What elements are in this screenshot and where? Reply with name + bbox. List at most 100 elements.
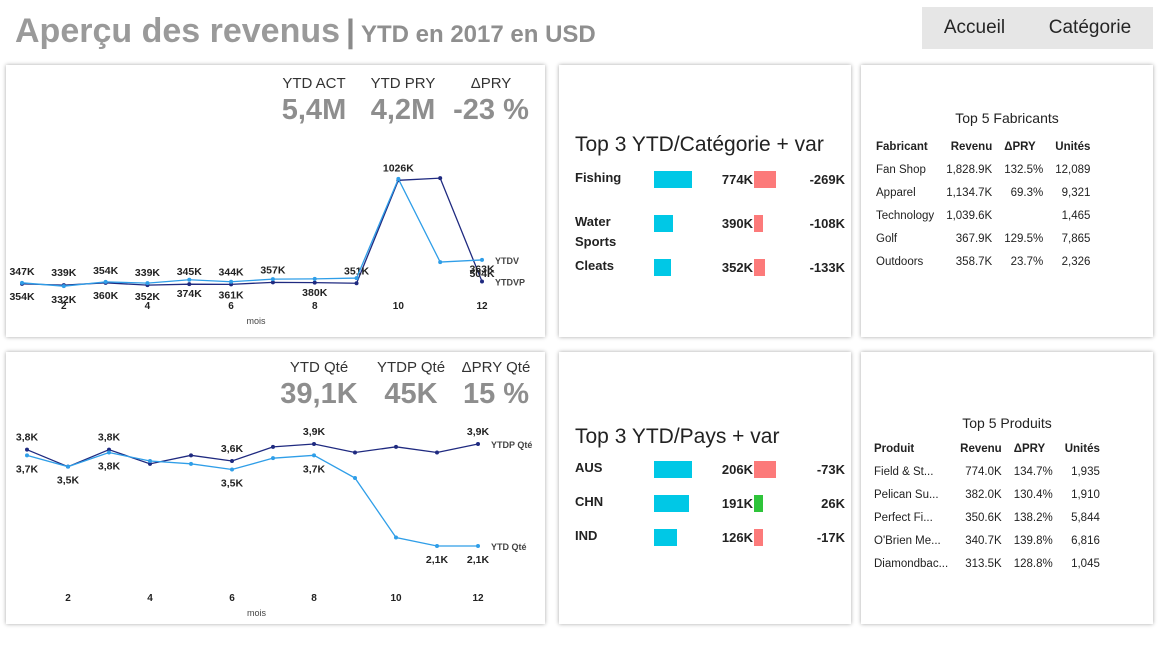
kpi-delta-pry-qte: ΔPRY Qté 15 % bbox=[454, 359, 538, 411]
manufacturers-cell: 1,134.7K bbox=[946, 186, 993, 199]
x-tick-label: 12 bbox=[472, 593, 484, 604]
data-point bbox=[435, 544, 439, 548]
products-cell: 340.7K bbox=[965, 534, 1002, 547]
products-cell: Perfect Fi... bbox=[874, 511, 933, 524]
category-var-bar bbox=[754, 215, 763, 232]
data-point bbox=[61, 284, 66, 289]
products-cell: 1,045 bbox=[1071, 557, 1100, 570]
data-point bbox=[354, 276, 359, 281]
kpi-ytd-qte: YTD Qté 39,1K bbox=[274, 359, 364, 411]
manufacturers-cell: 23.7% bbox=[1010, 255, 1044, 268]
manufacturers-column-header: Fabricant bbox=[876, 140, 928, 153]
data-point bbox=[480, 279, 484, 284]
products-cell: Pelican Su... bbox=[874, 488, 939, 501]
data-label: 360K bbox=[93, 290, 119, 302]
data-label: 354K bbox=[93, 265, 119, 277]
country-var-bar bbox=[754, 529, 763, 546]
x-axis-label: mois bbox=[246, 316, 266, 326]
data-label: 3,7K bbox=[303, 463, 326, 475]
data-label: 339K bbox=[51, 267, 77, 279]
legend-label: YTDP Qté bbox=[491, 440, 532, 450]
category-value: 352K bbox=[721, 260, 753, 275]
data-label: 1026K bbox=[383, 162, 414, 174]
products-table: Produit Revenu ΔPRY Unités Field & St... 774.… bbox=[868, 437, 1106, 575]
data-label: 3,8K bbox=[98, 432, 121, 444]
data-label: 339K bbox=[135, 267, 161, 279]
country-card-title: Top 3 YTD/Pays + var bbox=[575, 425, 780, 448]
manufacturers-cell: Fan Shop bbox=[876, 163, 926, 176]
category-var-value: -108K bbox=[809, 216, 845, 231]
country-value: 206K bbox=[721, 462, 753, 477]
data-label: 3,5K bbox=[57, 475, 80, 487]
data-point bbox=[20, 280, 24, 285]
products-title: Top 5 Produits bbox=[962, 415, 1052, 431]
data-point bbox=[480, 257, 484, 262]
manufacturers-cell: Technology bbox=[876, 209, 935, 222]
data-point bbox=[438, 176, 443, 181]
kpi-value: 39,1K bbox=[280, 378, 358, 410]
x-tick-label: 6 bbox=[229, 593, 235, 604]
nav-accueil-button[interactable]: Accueil bbox=[943, 17, 1006, 38]
kpi-value: 45K bbox=[384, 378, 438, 410]
data-label: 504K bbox=[469, 268, 495, 280]
country-var-value: -17K bbox=[816, 530, 845, 545]
data-label: 380K bbox=[302, 287, 328, 299]
table-row: Field & St... 774.0K 134.7% 1,935 bbox=[868, 460, 1106, 483]
manufacturers-cell: 7,865 bbox=[1061, 232, 1091, 245]
country-row: CHN 191K 26K bbox=[575, 492, 845, 532]
data-label: 3,8K bbox=[16, 432, 39, 444]
products-cell: 6,816 bbox=[1071, 534, 1100, 547]
data-point bbox=[396, 176, 401, 181]
data-point bbox=[270, 280, 275, 285]
products-cell: 382.0K bbox=[965, 488, 1002, 501]
products-cell: 5,844 bbox=[1071, 511, 1100, 524]
products-cell: 128.8% bbox=[1013, 557, 1053, 570]
kpi-label: ΔPRY Qté bbox=[461, 359, 531, 376]
manufacturers-card: Top 5 Fabricants Fabricant Revenu ΔPRY Unit… bbox=[861, 65, 1153, 337]
category-row: Fishing 774K -269K bbox=[575, 168, 845, 208]
data-point bbox=[145, 281, 150, 286]
title-main: Aperçu des revenus bbox=[15, 12, 341, 50]
data-point bbox=[394, 444, 398, 449]
products-cell: 313.5K bbox=[965, 557, 1002, 570]
products-cell: 138.2% bbox=[1013, 511, 1053, 524]
data-point bbox=[271, 456, 275, 461]
table-row: Pelican Su... 382.0K 130.4% 1,910 bbox=[868, 483, 1106, 506]
category-name: Water Sports bbox=[575, 214, 617, 249]
manufacturers-cell: 1,039.6K bbox=[946, 209, 993, 222]
nav-categorie-button[interactable]: Catégorie bbox=[1048, 17, 1132, 38]
series-line-1 bbox=[21, 177, 483, 287]
products-column-header: Unités bbox=[1064, 442, 1100, 455]
category-value-bar bbox=[654, 171, 692, 188]
kpi-delta-pry: ΔPRY -23 % bbox=[446, 75, 536, 127]
manufacturers-title: Top 5 Fabricants bbox=[955, 110, 1059, 126]
category-var-bar bbox=[754, 259, 765, 276]
data-point bbox=[438, 260, 443, 265]
data-point bbox=[353, 476, 357, 480]
data-label: 352K bbox=[135, 291, 161, 303]
table-row: Fan Shop 1,828.9K 132.5% 12,089 bbox=[870, 158, 1096, 181]
country-var-bar bbox=[754, 461, 776, 478]
table-row: O'Brien Me... 340.7K 139.8% 6,816 bbox=[868, 529, 1106, 552]
table-row: Technology 1,039.6K 1,465 bbox=[870, 204, 1096, 227]
data-point bbox=[354, 281, 359, 286]
revenue-chart-card: YTD ACT 5,4M YTD PRY 4,2M ΔPRY -23 % 2 4 6… bbox=[6, 65, 545, 337]
x-tick-label: 6 bbox=[228, 301, 234, 312]
legend-label: YTDVP bbox=[495, 277, 525, 287]
manufacturers-cell: 1,465 bbox=[1061, 209, 1091, 222]
data-point bbox=[148, 459, 152, 463]
country-value-bar bbox=[654, 495, 690, 512]
table-row: Outdoors 358.7K 23.7% 2,326 bbox=[870, 250, 1096, 273]
kpi-ytdp-qte: YTDP Qté 45K bbox=[371, 359, 451, 411]
table-row: Diamondbac... 313.5K 128.8% 1,045 bbox=[868, 552, 1106, 575]
table-row: Perfect Fi... 350.6K 138.2% 5,844 bbox=[868, 506, 1106, 529]
country-name: CHN bbox=[575, 494, 604, 509]
data-point bbox=[271, 444, 275, 449]
products-cell: 1,910 bbox=[1071, 488, 1100, 501]
data-label: 347K bbox=[9, 266, 35, 278]
category-card: Top 3 YTD/Catégorie + var Fishing 774K -26… bbox=[559, 65, 851, 337]
data-label: 2,1K bbox=[467, 554, 490, 566]
page-title: Aperçu des revenus | YTD en 2017 en USD bbox=[15, 12, 596, 51]
products-cell: 350.6K bbox=[965, 511, 1002, 524]
data-label: 332K bbox=[51, 294, 77, 306]
